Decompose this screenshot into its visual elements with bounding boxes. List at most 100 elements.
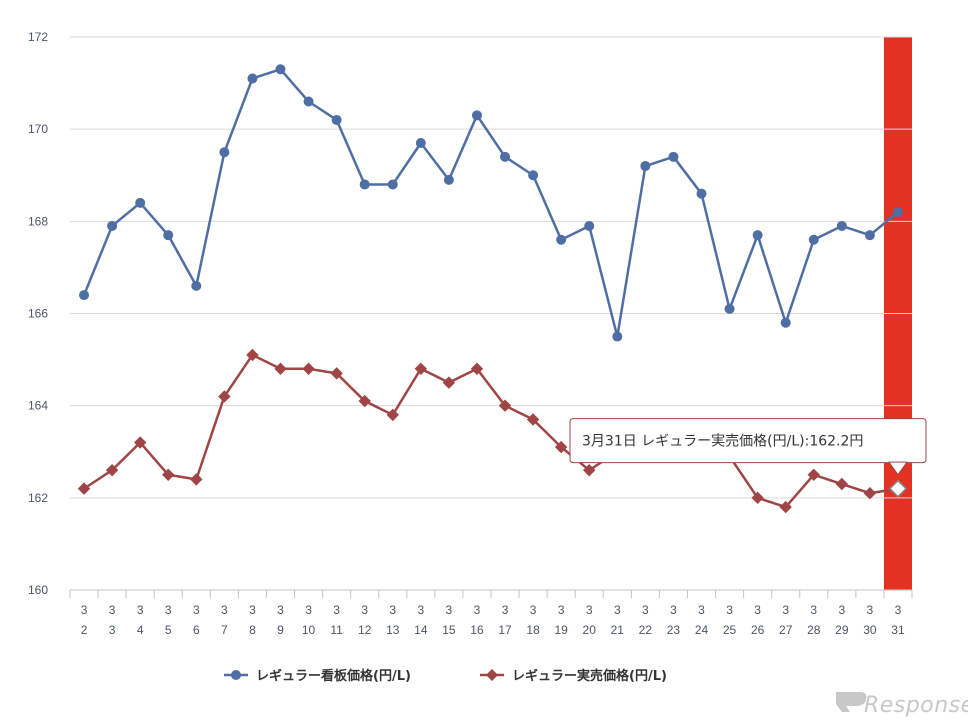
data-point[interactable] (554, 440, 568, 454)
data-point[interactable] (247, 73, 258, 84)
data-point[interactable] (668, 151, 679, 162)
data-point[interactable] (528, 170, 539, 181)
y-tick-label: 172 (28, 30, 48, 44)
data-point[interactable] (864, 230, 875, 241)
y-tick-label: 164 (28, 399, 48, 413)
x-tick-day: 3 (109, 623, 116, 637)
data-point[interactable] (442, 376, 456, 389)
x-tick-day: 21 (611, 623, 625, 637)
x-tick-month: 3 (277, 603, 284, 617)
data-point[interactable] (79, 290, 90, 301)
data-point[interactable] (415, 137, 426, 148)
data-point[interactable] (162, 468, 175, 481)
watermark-text: Response. (864, 693, 968, 718)
x-tick-month: 3 (726, 603, 733, 617)
data-point[interactable] (583, 463, 596, 477)
x-tick-month: 3 (446, 603, 453, 617)
x-tick-month: 3 (642, 603, 649, 617)
y-tick-label: 168 (28, 214, 48, 228)
data-point[interactable] (888, 479, 908, 498)
data-point[interactable] (696, 188, 707, 199)
watermark-logo: Response. (836, 692, 968, 718)
data-point[interactable] (724, 303, 735, 314)
data-point[interactable] (863, 487, 877, 500)
data-point[interactable] (526, 413, 540, 426)
data-point[interactable] (640, 161, 651, 172)
x-tick-day: 2 (81, 623, 88, 637)
data-point[interactable] (274, 362, 287, 376)
y-tick-label: 162 (28, 491, 48, 505)
x-tick-month: 3 (417, 603, 424, 617)
data-point[interactable] (331, 114, 342, 125)
x-tick-month: 3 (670, 603, 677, 617)
data-point[interactable] (163, 230, 174, 241)
data-point[interactable] (808, 234, 819, 245)
data-point[interactable] (892, 207, 903, 218)
data-point[interactable] (780, 317, 791, 328)
data-point[interactable] (135, 197, 146, 208)
x-tick-month: 3 (109, 603, 116, 617)
data-point[interactable] (190, 473, 203, 486)
data-point[interactable] (246, 348, 259, 362)
x-tick-day: 20 (583, 623, 597, 637)
data-point[interactable] (387, 179, 398, 190)
x-tick-day: 27 (779, 623, 793, 637)
x-tick-day: 18 (526, 623, 540, 637)
data-point[interactable] (752, 230, 763, 241)
data-point[interactable] (218, 390, 231, 403)
x-tick-day: 12 (358, 623, 372, 637)
data-point[interactable] (133, 436, 147, 449)
data-point[interactable] (302, 362, 315, 376)
legend-circle-marker (231, 670, 241, 680)
data-point[interactable] (779, 500, 792, 514)
data-point[interactable] (584, 220, 595, 231)
data-point[interactable] (612, 331, 623, 342)
data-point[interactable] (358, 394, 371, 408)
data-point[interactable] (107, 220, 118, 231)
x-tick-day: 25 (723, 623, 737, 637)
data-point[interactable] (386, 408, 399, 422)
x-tick-month: 3 (614, 603, 621, 617)
data-point[interactable] (359, 179, 370, 190)
data-point[interactable] (303, 96, 314, 107)
data-point[interactable] (836, 220, 847, 231)
x-tick-day: 28 (807, 623, 821, 637)
x-tick-day: 11 (330, 623, 343, 637)
data-point[interactable] (443, 174, 454, 185)
data-point[interactable] (191, 280, 202, 291)
x-tick-day: 31 (891, 623, 905, 637)
data-point[interactable] (807, 468, 820, 481)
x-axis: 3233343536373839310311312313314315316317… (69, 589, 913, 637)
legend-label-actual: レギュラー実売価格(円/L) (512, 668, 667, 684)
data-point[interactable] (219, 147, 230, 158)
data-point[interactable] (500, 151, 511, 162)
x-tick-day: 8 (249, 623, 256, 637)
x-tick-month: 3 (193, 603, 200, 617)
x-tick-month: 3 (502, 603, 509, 617)
data-point[interactable] (330, 367, 343, 380)
data-point[interactable] (556, 234, 567, 245)
data-point[interactable] (77, 482, 91, 495)
x-tick-day: 17 (498, 623, 512, 637)
legend-item-actual[interactable]: レギュラー実売価格(円/L) (480, 668, 667, 684)
x-tick-day: 19 (554, 623, 568, 637)
series-signboard-price (79, 64, 903, 342)
data-point[interactable] (471, 110, 482, 121)
data-point[interactable] (275, 64, 286, 75)
tooltip: 3月31日 レギュラー実売価格(円/L):162.2円 (569, 418, 927, 476)
tooltip-text: 3月31日 レギュラー実売価格(円/L):162.2円 (582, 434, 863, 450)
data-point[interactable] (835, 477, 849, 491)
data-point[interactable] (498, 399, 512, 412)
data-point[interactable] (751, 491, 764, 505)
x-tick-month: 3 (754, 603, 761, 617)
x-tick-month: 3 (558, 603, 565, 617)
legend: レギュラー看板価格(円/L) レギュラー実売価格(円/L) (224, 668, 667, 684)
x-tick-day: 22 (639, 623, 653, 637)
data-point[interactable] (105, 463, 119, 477)
data-point[interactable] (470, 362, 484, 376)
y-tick-label: 166 (28, 307, 48, 321)
y-axis-ticks: 160 162 164 166 168 170 172 (28, 30, 48, 597)
legend-item-signboard[interactable]: レギュラー看板価格(円/L) (224, 668, 411, 684)
data-point[interactable] (414, 362, 428, 376)
x-tick-day: 15 (442, 623, 456, 637)
